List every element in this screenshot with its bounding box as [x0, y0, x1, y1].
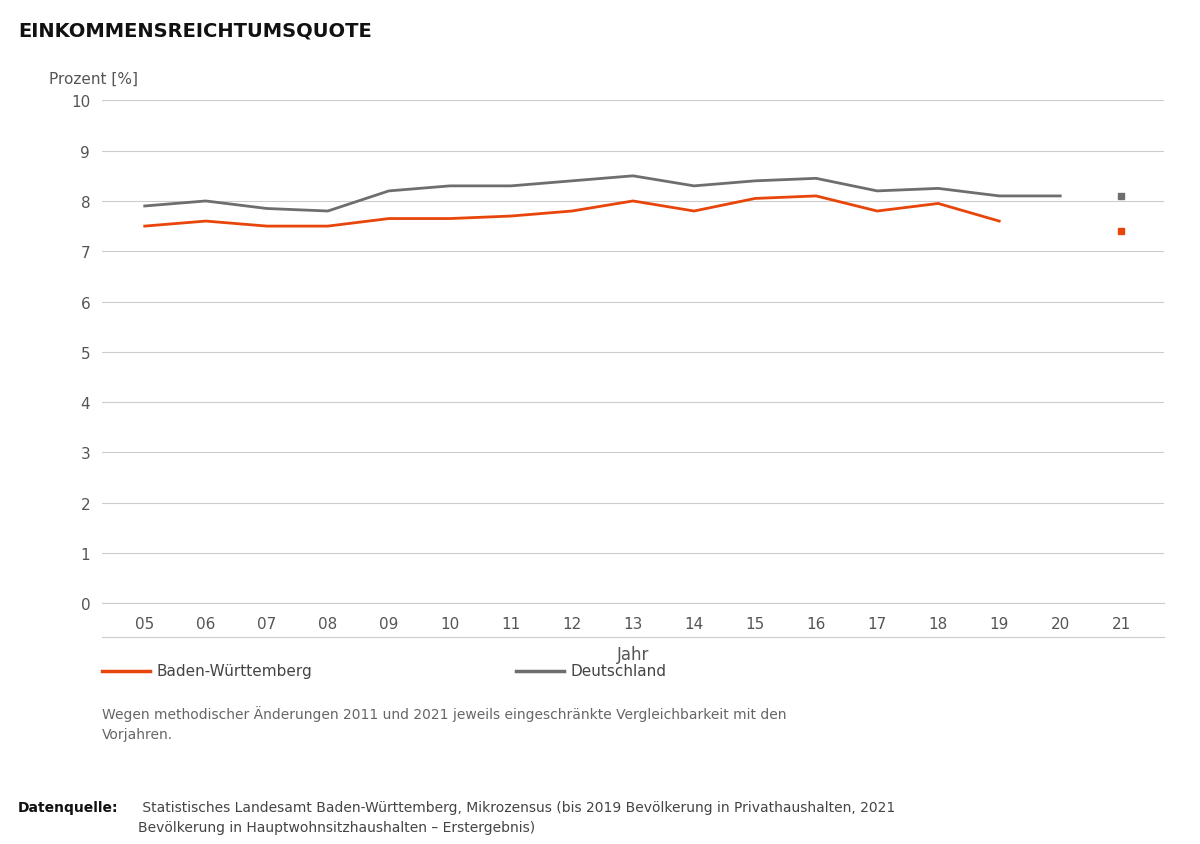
Text: Deutschland: Deutschland	[570, 663, 666, 679]
Text: Prozent [%]: Prozent [%]	[49, 71, 138, 86]
X-axis label: Jahr: Jahr	[617, 646, 649, 663]
Text: Datenquelle:: Datenquelle:	[18, 800, 119, 814]
Text: Statistisches Landesamt Baden-Württemberg, Mikrozensus (bis 2019 Bevölkerung in : Statistisches Landesamt Baden-Württember…	[138, 800, 895, 834]
Text: Wegen methodischer Änderungen 2011 und 2021 jeweils eingeschränkte Vergleichbark: Wegen methodischer Änderungen 2011 und 2…	[102, 705, 786, 741]
Text: EINKOMMENSREICHTUMSQUOTE: EINKOMMENSREICHTUMSQUOTE	[18, 21, 372, 40]
Text: Baden-Württemberg: Baden-Württemberg	[156, 663, 312, 679]
